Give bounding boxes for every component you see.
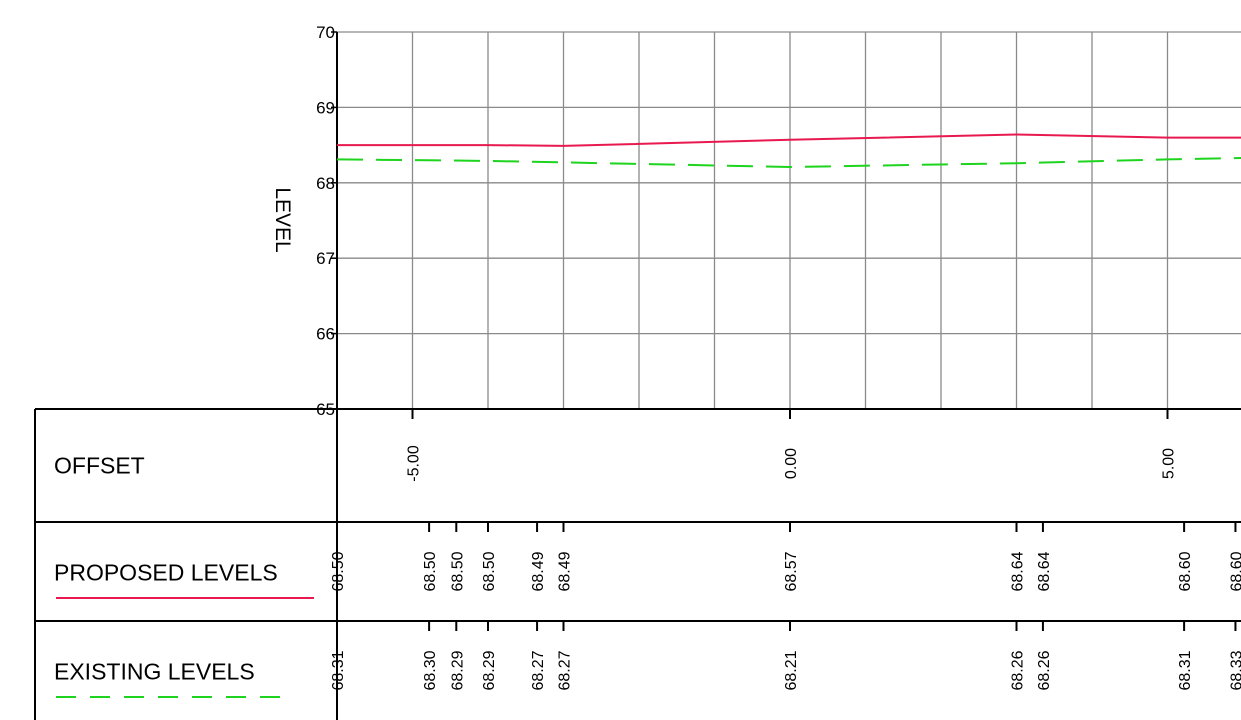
table-value-existing: 68.27 xyxy=(530,650,547,690)
table-value-existing: 68.26 xyxy=(1036,650,1053,690)
table-value-existing: 68.29 xyxy=(481,650,498,690)
series-line-existing xyxy=(336,156,1241,169)
y-tick-label: 66 xyxy=(316,325,335,344)
table-value-proposed: 68.50 xyxy=(422,551,439,591)
table-value-existing: 68.26 xyxy=(1010,650,1027,690)
table-row-title-offset: OFFSET xyxy=(54,453,145,479)
table-row-title-proposed: PROPOSED LEVELS xyxy=(54,560,278,586)
table-value-existing: 68.29 xyxy=(449,650,466,690)
table-value-existing: 68.31 xyxy=(1177,650,1194,690)
table-value-proposed: 68.64 xyxy=(1010,551,1027,591)
table-value-proposed: 68.60 xyxy=(1177,551,1194,591)
y-tick-label: 67 xyxy=(316,249,335,268)
data-table: OFFSET -5.00 0.00 5.00 PROPOSED LEVELS 68.50 6… xyxy=(34,408,1241,720)
y-axis-label: LEVEL xyxy=(271,187,294,252)
table-value-existing: 68.33 xyxy=(1228,650,1241,690)
table-value-existing: 68.27 xyxy=(557,650,574,690)
table-value-proposed: 68.50 xyxy=(481,551,498,591)
table-value-existing: 68.31 xyxy=(330,650,347,690)
y-tick-label: 68 xyxy=(316,174,335,193)
table-value-proposed: 68.49 xyxy=(530,551,547,591)
table-value-proposed: 68.50 xyxy=(330,551,347,591)
table-value-proposed: 68.64 xyxy=(1036,551,1053,591)
table-value-offset: 0.00 xyxy=(783,448,800,479)
table-value-proposed: 68.50 xyxy=(449,551,466,591)
table-value-existing: 68.21 xyxy=(783,650,800,690)
table-value-offset: -5.00 xyxy=(406,445,423,482)
table-value-proposed: 68.49 xyxy=(557,551,574,591)
series-line-proposed xyxy=(337,133,1241,147)
y-tick-label: 70 xyxy=(316,23,335,42)
table-value-proposed: 68.60 xyxy=(1228,551,1241,591)
table-value-offset: 5.00 xyxy=(1161,448,1178,479)
table-value-proposed: 68.57 xyxy=(783,551,800,591)
grid xyxy=(337,31,1241,410)
y-tick-label: 69 xyxy=(316,98,335,117)
table-value-existing: 68.30 xyxy=(422,650,439,690)
series-lines xyxy=(336,133,1241,169)
table-row-title-existing: EXISTING LEVELS xyxy=(54,659,255,685)
